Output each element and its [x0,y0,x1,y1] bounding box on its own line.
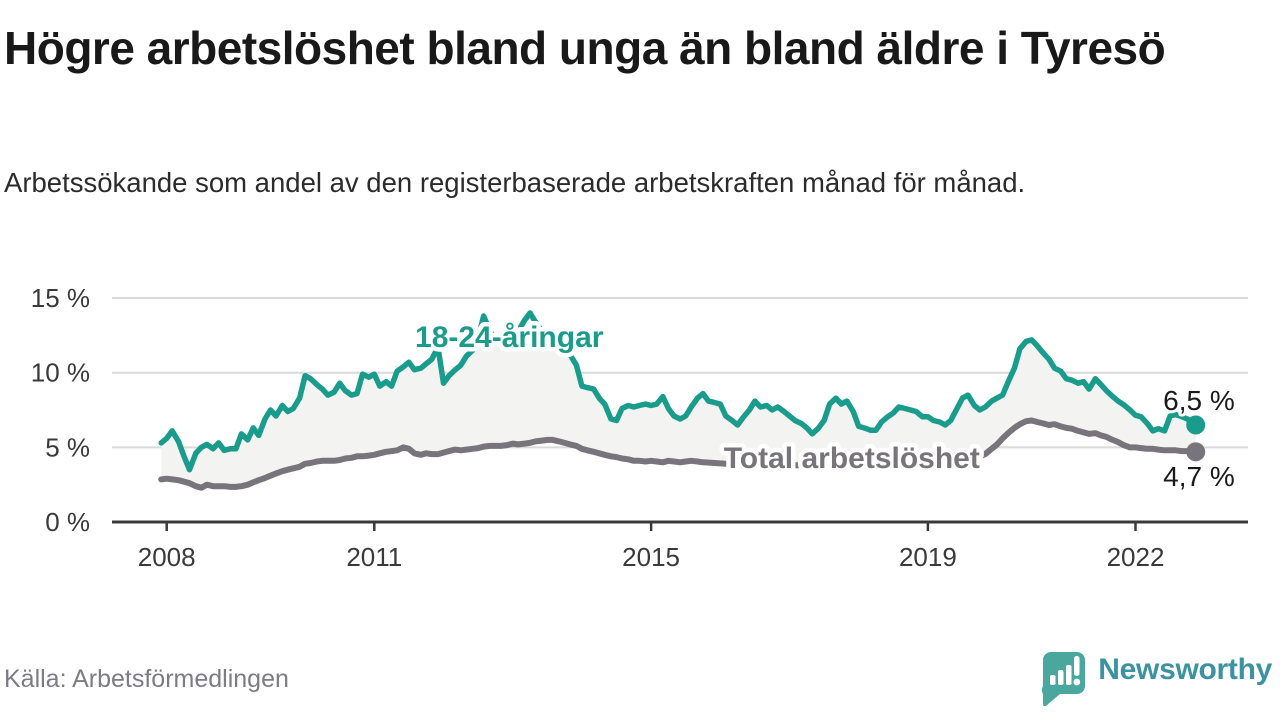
source-credit: Källa: Arbetsförmedlingen [4,665,289,693]
newsworthy-logo: Newsworthy [1039,648,1272,706]
youth-line [158,310,1199,473]
brand-name: Newsworthy [1098,653,1272,686]
total-end-value: 4,7 % [1163,461,1235,492]
x-axis-tick-label: 2022 [1107,542,1165,572]
total-series-label: Total arbetslöshet [724,442,980,475]
bar-chart-glyph [1050,656,1081,686]
youth-end-dot [1186,415,1206,435]
between-lines-area [161,313,1196,488]
x-axis-tick-label: 2015 [622,542,680,572]
y-axis-tick-label: 15 % [31,283,90,313]
youth-series-label: 18-24-åringar [415,321,604,354]
y-axis-tick-label: 5 % [45,432,90,462]
x-axis-tick-label: 2019 [899,542,957,572]
page-title: Högre arbetslöshet bland unga än bland ä… [4,22,1166,74]
y-axis-tick-label: 10 % [31,358,90,388]
total-line [158,417,1199,491]
youth-end-value: 6,5 % [1163,385,1235,416]
total-end-dot [1186,442,1206,462]
y-axis-tick-label: 0 % [45,507,90,537]
speech-bubble-bar-chart-icon [1042,652,1086,706]
chart-subtitle: Arbetssökande som andel av den registerb… [4,167,1026,198]
x-axis-tick-label: 2011 [346,542,402,572]
x-axis-tick-label: 2008 [138,542,196,572]
